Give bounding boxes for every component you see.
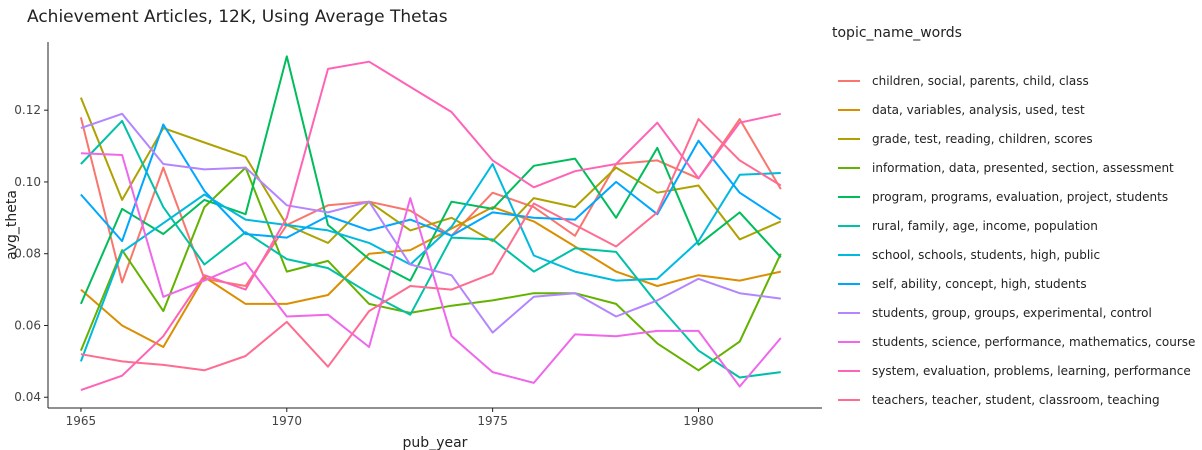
series-line-8 xyxy=(80,123,782,243)
legend-items: children, social, parents, child, class d… xyxy=(838,74,1195,407)
series-line-5 xyxy=(79,55,782,305)
legend-label: data, variables, analysis, used, test xyxy=(872,103,1085,117)
legend-title: topic_name_words xyxy=(832,25,962,41)
y-tick-label: 0.06 xyxy=(14,318,41,332)
legend-label: grade, test, reading, children, scores xyxy=(872,132,1093,146)
y-tick-label: 0.08 xyxy=(14,247,41,261)
x-axis-title: pub_year xyxy=(403,435,468,450)
chart-title: Achievement Articles, 12K, Using Average… xyxy=(27,7,448,27)
y-axis-ticks: 0.04 0.06 0.08 0.10 0.12 xyxy=(14,103,48,404)
legend-label: self, ability, concept, high, students xyxy=(872,277,1087,291)
legend-label: system, evaluation, problems, learning, … xyxy=(872,364,1191,378)
legend-label: students, group, groups, experimental, c… xyxy=(872,306,1152,320)
legend-label: information, data, presented, section, a… xyxy=(872,161,1174,175)
series-line-3 xyxy=(79,97,782,244)
series-line-7 xyxy=(79,163,781,362)
y-axis-title: avg_theta xyxy=(4,190,20,260)
legend-label: students, science, performance, mathemat… xyxy=(872,335,1195,349)
x-tick-label: 1975 xyxy=(477,414,508,428)
series-line-11 xyxy=(80,60,782,392)
series-lines xyxy=(79,55,782,392)
series-line-6 xyxy=(80,119,781,379)
series-line-4 xyxy=(79,166,782,372)
plot-area: 0.04 0.06 0.08 0.10 0.12 1965 1970 1975 1980 xyxy=(14,42,822,428)
series-line-12 xyxy=(80,118,782,372)
legend-label: teachers, teacher, student, classroom, t… xyxy=(872,393,1160,407)
y-tick-label: 0.04 xyxy=(14,390,41,404)
y-tick-label: 0.12 xyxy=(14,103,41,117)
x-axis-ticks: 1965 1970 1975 1980 xyxy=(66,408,714,428)
legend-label: program, programs, evaluation, project, … xyxy=(872,190,1168,204)
x-tick-label: 1980 xyxy=(683,414,714,428)
legend-label: children, social, parents, child, class xyxy=(872,74,1089,88)
x-tick-label: 1965 xyxy=(66,414,97,428)
legend-label: rural, family, age, income, population xyxy=(872,219,1098,233)
legend: topic_name_words children, social, paren… xyxy=(832,25,1195,407)
series-line-10 xyxy=(80,152,782,388)
legend-label: school, schools, students, high, public xyxy=(872,248,1100,262)
x-tick-label: 1970 xyxy=(272,414,303,428)
y-tick-label: 0.10 xyxy=(14,175,41,189)
